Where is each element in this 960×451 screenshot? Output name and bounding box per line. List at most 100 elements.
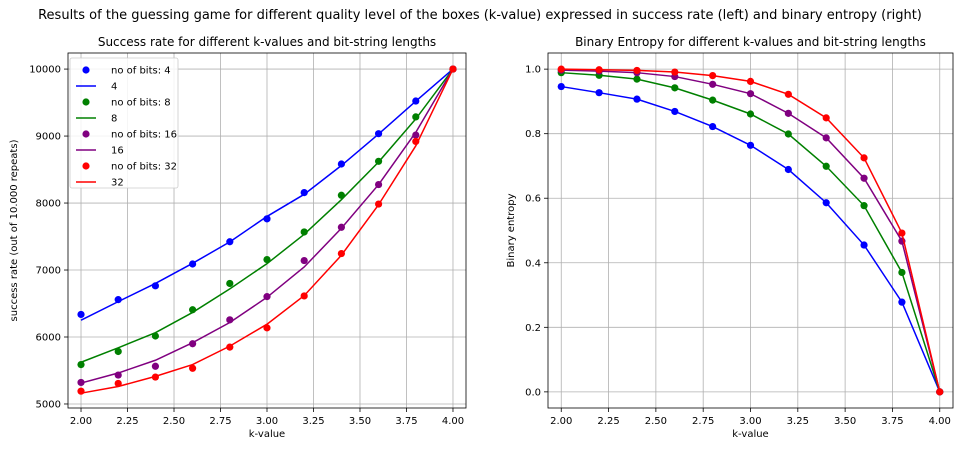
data-point xyxy=(860,174,868,182)
data-point xyxy=(822,114,830,122)
legend-label: 16 xyxy=(111,146,124,157)
data-point xyxy=(671,84,679,92)
data-point xyxy=(784,130,792,138)
x-tick-label: 2.50 xyxy=(645,416,667,427)
y-tick-label: 1.0 xyxy=(525,65,541,76)
data-point xyxy=(822,134,830,142)
data-point xyxy=(374,180,383,189)
legend: no of bits: 4 4 no of bits: 8 8 no of bits: … xyxy=(69,57,179,189)
y-tick-label: 10000 xyxy=(29,65,61,76)
data-point xyxy=(151,362,160,370)
data-point xyxy=(633,95,641,103)
data-point xyxy=(114,347,122,356)
data-point xyxy=(114,371,122,379)
data-point xyxy=(595,89,603,97)
data-point xyxy=(746,90,755,98)
data-point xyxy=(337,160,345,168)
y-tick-label: 0.4 xyxy=(525,258,541,269)
legend-entry-points: no of bits: 8 xyxy=(82,98,171,109)
data-point xyxy=(412,131,420,139)
legend-label: no of bits: 32 xyxy=(111,162,177,173)
x-axis-label: k-value xyxy=(732,429,768,440)
data-point xyxy=(300,228,308,236)
data-point xyxy=(822,199,830,207)
data-point xyxy=(860,154,868,162)
legend-marker xyxy=(82,66,90,74)
data-point xyxy=(189,364,197,372)
data-point xyxy=(226,279,234,288)
data-point xyxy=(300,188,308,197)
data-point xyxy=(263,255,271,264)
x-tick-label: 2.25 xyxy=(116,416,138,427)
x-tick-label: 3.75 xyxy=(881,416,903,427)
legend-label: no of bits: 16 xyxy=(111,130,177,141)
data-point xyxy=(746,110,755,118)
data-point xyxy=(189,260,197,268)
x-tick-label: 2.25 xyxy=(597,416,619,427)
x-tick-label: 3.00 xyxy=(256,416,278,427)
x-tick-label: 4.00 xyxy=(929,416,951,427)
data-point xyxy=(263,215,271,223)
legend-entry-points: no of bits: 32 xyxy=(82,162,177,173)
chart-title: Binary Entropy for different k-values an… xyxy=(575,35,926,49)
data-point xyxy=(936,388,944,396)
y-tick-label: 6000 xyxy=(36,333,61,344)
y-axis-label: Binary entropy xyxy=(506,193,517,267)
legend-label: no of bits: 4 xyxy=(111,66,171,77)
y-tick-label: 8000 xyxy=(36,199,61,210)
y-tick-label: 9000 xyxy=(36,132,61,143)
x-tick-label: 3.50 xyxy=(834,416,856,427)
x-tick-label: 3.75 xyxy=(395,416,417,427)
data-point xyxy=(226,343,234,351)
data-point xyxy=(337,249,345,258)
x-tick-label: 2.00 xyxy=(550,416,572,427)
series-line-8 xyxy=(80,68,454,363)
data-point xyxy=(114,379,122,388)
data-point xyxy=(77,310,85,319)
data-point xyxy=(300,256,308,265)
y-tick-label: 7000 xyxy=(36,266,61,277)
data-point xyxy=(412,97,420,105)
data-point xyxy=(898,268,906,277)
data-point xyxy=(633,66,641,75)
data-point xyxy=(860,202,868,210)
figure-suptitle: Results of the guessing game for differe… xyxy=(38,8,922,23)
data-point xyxy=(746,77,755,85)
legend-entry-line: 4 xyxy=(76,82,117,93)
data-point xyxy=(337,191,345,199)
legend-label: 32 xyxy=(111,178,124,189)
data-point xyxy=(557,82,565,91)
legend-label: 4 xyxy=(111,82,117,93)
legend-marker xyxy=(82,162,90,170)
data-point xyxy=(263,324,271,332)
x-tick-label: 3.25 xyxy=(302,416,324,427)
data-point xyxy=(77,360,85,369)
data-point xyxy=(898,229,906,237)
y-tick-label: 0.8 xyxy=(525,129,541,140)
data-point xyxy=(709,122,717,131)
x-axis-label: k-value xyxy=(249,429,285,440)
x-tick-label: 2.50 xyxy=(163,416,185,427)
legend-label: 8 xyxy=(111,114,117,125)
data-point xyxy=(263,293,271,301)
legend-entry-line: 32 xyxy=(76,178,124,189)
data-point xyxy=(412,137,420,146)
legend-entry-points: no of bits: 4 xyxy=(82,66,171,77)
series-line-32 xyxy=(80,68,454,394)
chart-title: Success rate for different k-values and … xyxy=(98,35,436,49)
data-point xyxy=(709,80,717,88)
y-tick-label: 0.2 xyxy=(525,323,541,334)
data-point xyxy=(77,378,85,387)
x-tick-label: 3.25 xyxy=(787,416,809,427)
axes-frame xyxy=(67,52,467,409)
y-tick-label: 5000 xyxy=(36,399,61,410)
legend-box xyxy=(69,57,179,189)
data-point xyxy=(709,96,717,104)
data-point xyxy=(77,387,85,395)
axes-frame xyxy=(547,52,954,409)
data-point xyxy=(189,306,197,314)
data-point xyxy=(746,141,755,149)
data-point xyxy=(671,68,679,76)
data-point xyxy=(784,90,792,98)
